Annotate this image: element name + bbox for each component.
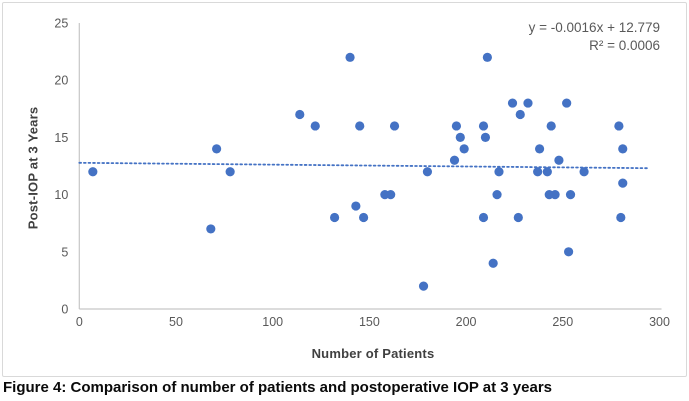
y-tick-label: 25 [54, 17, 68, 31]
data-point [455, 132, 465, 142]
data-point [482, 52, 492, 62]
data-point [418, 281, 429, 291]
data-point [513, 212, 523, 223]
data-point [564, 247, 574, 257]
data-point [494, 167, 504, 177]
data-point [562, 98, 572, 108]
data-point [478, 212, 489, 223]
data-point [480, 132, 491, 142]
data-point [554, 155, 564, 165]
data-point [614, 121, 624, 131]
data-point [310, 121, 320, 131]
data-point [542, 167, 552, 177]
y-axis-title: Post-IOP at 3 Years [25, 106, 41, 230]
data-point [579, 167, 589, 177]
x-tick-label: 200 [456, 315, 477, 329]
data-point [451, 121, 462, 131]
x-tick-label: 250 [552, 315, 573, 329]
y-tick-label: 10 [54, 188, 68, 202]
x-tick-label: 100 [262, 315, 283, 329]
data-point [492, 190, 502, 200]
data-point [546, 121, 556, 131]
data-point [206, 224, 216, 234]
trendline-r-squared: R² = 0.0006 [589, 37, 660, 53]
data-point [515, 109, 525, 120]
data-point [507, 98, 518, 108]
data-point [533, 167, 543, 177]
data-point [295, 109, 305, 120]
data-point [212, 144, 222, 154]
x-tick-label: 50 [169, 315, 183, 329]
data-point [488, 258, 498, 268]
data-point [449, 155, 460, 165]
trendline-equation: y = -0.0016x + 12.779 R² = 0.0006 [529, 19, 660, 54]
data-point [88, 167, 98, 177]
figure-caption: Figure 4: Comparison of number of patien… [3, 379, 553, 396]
data-point [618, 144, 628, 154]
x-axis-title: Number of Patients [311, 346, 435, 361]
data-point [345, 52, 355, 62]
data-point [389, 121, 400, 131]
data-point [386, 190, 396, 200]
x-tick-label: 0 [76, 315, 83, 329]
data-point [565, 190, 576, 200]
y-tick-label: 5 [61, 245, 68, 259]
data-point [478, 121, 489, 131]
data-point [550, 190, 560, 200]
data-point [225, 167, 235, 177]
x-tick-label: 300 [649, 315, 670, 329]
data-point [351, 201, 361, 211]
trendline [78, 161, 649, 170]
y-tick-label: 20 [54, 74, 68, 88]
data-point [616, 212, 626, 223]
data-point [329, 212, 340, 223]
trendline-equation-line1: y = -0.0016x + 12.779 [528, 20, 660, 35]
y-tick-label: 0 [61, 303, 68, 317]
data-point [355, 121, 365, 131]
data-point [618, 178, 628, 188]
chart-container: 0 5 10 15 20 25 0 50 100 150 200 250 300 Post-IOP at… [2, 2, 687, 377]
data-point [459, 144, 469, 154]
y-tick-label: 15 [54, 131, 68, 145]
x-tick-label: 150 [359, 315, 380, 329]
data-point [523, 98, 533, 108]
data-point [534, 144, 545, 154]
data-point [422, 167, 433, 177]
data-point [358, 212, 369, 223]
